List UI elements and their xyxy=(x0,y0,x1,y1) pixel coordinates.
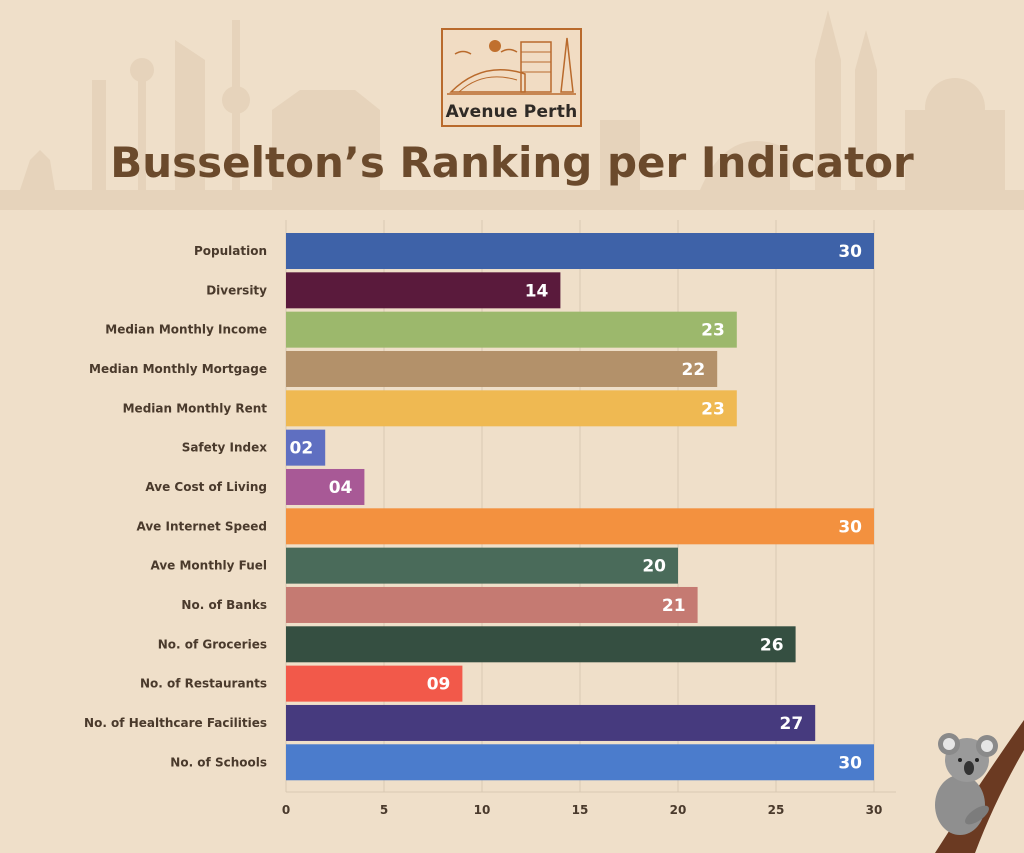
bar-value-label: 27 xyxy=(780,714,804,734)
bar xyxy=(286,547,678,584)
category-label: No. of Restaurants xyxy=(140,677,267,691)
bar-value-label: 23 xyxy=(701,321,725,341)
x-tick-label: 20 xyxy=(670,803,687,817)
bar-value-label: 09 xyxy=(427,675,451,695)
brand-logo: Avenue Perth xyxy=(441,28,582,127)
bar xyxy=(286,626,796,663)
x-tick-label: 0 xyxy=(282,803,290,817)
bar-value-label: 26 xyxy=(760,635,784,655)
bar xyxy=(286,429,326,466)
category-label: Safety Index xyxy=(182,441,268,455)
bar-value-label: 30 xyxy=(838,242,862,262)
category-labels: Population Diversity Median Monthly Income… xyxy=(84,244,267,769)
category-label: No. of Banks xyxy=(181,598,267,612)
category-label: Median Monthly Rent xyxy=(123,401,268,415)
bar-value-label: 02 xyxy=(290,439,314,459)
bar xyxy=(286,704,816,741)
building-illustration-icon xyxy=(447,37,576,95)
category-label: Ave Cost of Living xyxy=(145,480,267,494)
category-label: Ave Monthly Fuel xyxy=(150,559,267,573)
x-axis-ticks: 0 5 10 15 20 25 30 xyxy=(282,803,883,817)
category-label: Population xyxy=(194,244,267,258)
page-title: Busselton’s Ranking per Indicator xyxy=(110,138,914,187)
bar xyxy=(286,468,365,505)
category-label: No. of Healthcare Facilities xyxy=(84,716,267,730)
bar xyxy=(286,744,874,781)
bar xyxy=(286,586,698,623)
bar xyxy=(286,233,874,269)
category-label: No. of Schools xyxy=(170,755,267,769)
category-label: No. of Groceries xyxy=(158,637,267,651)
category-label: Median Monthly Income xyxy=(105,323,267,337)
x-tick-label: 25 xyxy=(768,803,785,817)
bar xyxy=(286,508,874,545)
x-tick-label: 15 xyxy=(572,803,589,817)
bar-value-label: 30 xyxy=(838,753,862,773)
bar-value-label: 21 xyxy=(662,596,686,616)
x-tick-label: 30 xyxy=(866,803,883,817)
koala-illustration xyxy=(935,720,1024,853)
bars: 30 14 23 22 23 02 04 30 20 21 26 09 27 30 xyxy=(286,233,874,781)
bar-value-label: 20 xyxy=(642,557,666,577)
bar xyxy=(286,311,737,348)
x-tick-label: 10 xyxy=(474,803,491,817)
bar-value-label: 14 xyxy=(525,281,549,301)
logo-text: Avenue Perth xyxy=(445,102,578,122)
bar xyxy=(286,390,737,427)
bar xyxy=(286,272,561,309)
bar-value-label: 23 xyxy=(701,399,725,419)
bar-value-label: 04 xyxy=(329,478,353,498)
bar xyxy=(286,350,718,387)
category-label: Diversity xyxy=(206,283,267,297)
category-label: Ave Internet Speed xyxy=(137,519,268,533)
ranking-bar-chart: 30 14 23 22 23 02 04 30 20 21 26 09 27 30 Population D… xyxy=(84,220,896,817)
bar xyxy=(286,665,463,702)
bar-value-label: 30 xyxy=(838,517,862,537)
category-label: Median Monthly Mortgage xyxy=(89,362,267,376)
skyline-background xyxy=(0,10,1024,210)
x-tick-label: 5 xyxy=(380,803,388,817)
bar-value-label: 22 xyxy=(682,360,706,380)
